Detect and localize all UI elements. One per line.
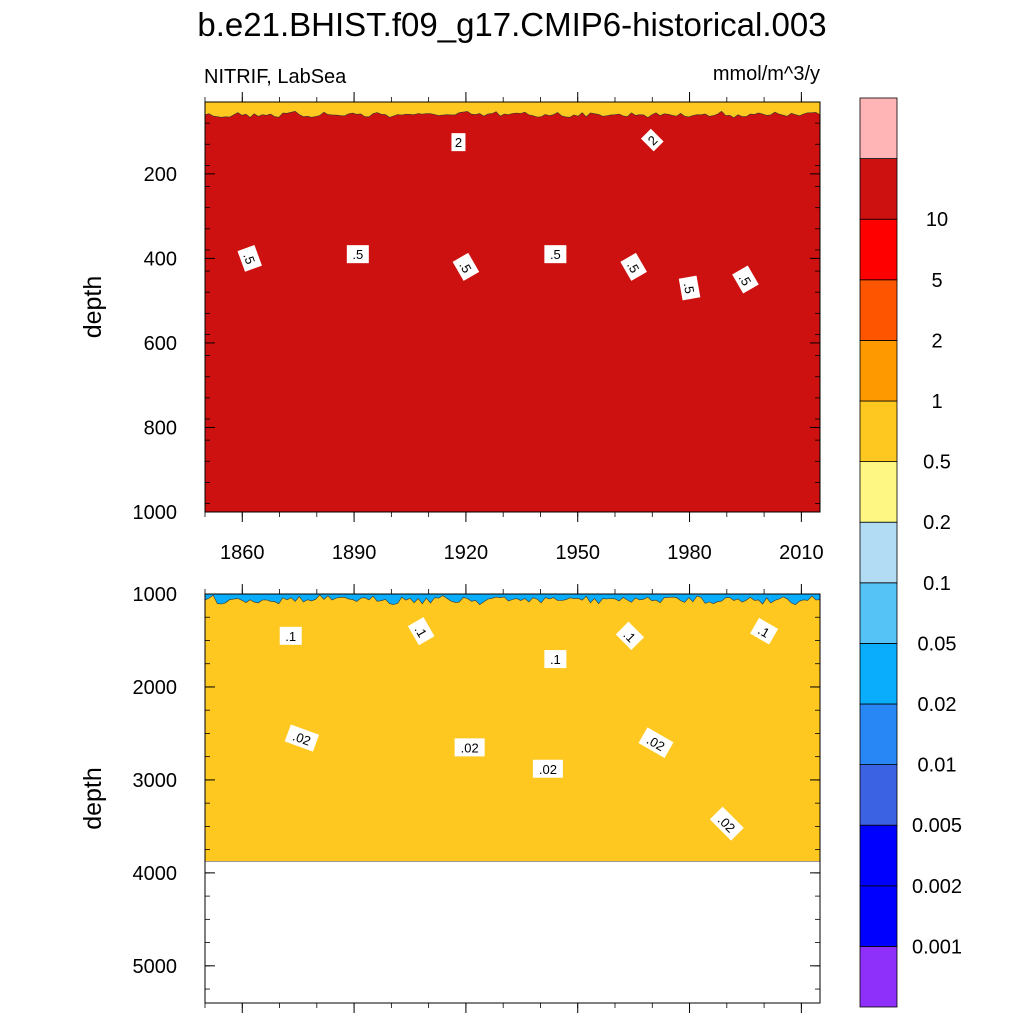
svg-text:.02: .02 [539,762,557,777]
y-tick-label: 5000 [133,956,178,978]
contour-label: .02 [284,724,320,752]
colorbar-label: 0.2 [923,512,951,534]
x-tick-label: 2010 [779,542,824,564]
colorbar-swatch [859,885,898,947]
contour-label: 2 [451,133,466,152]
colorbar-label: 1 [931,391,942,413]
contour-label: .02 [709,806,744,841]
colorbar: 0.001 0.002 0.005 0.01 0.02 0.05 0.1 0.2 0.5 1 2 5 1… [859,97,962,1008]
colorbar-label: 0.001 [912,936,962,958]
contour-label: .1 [279,626,302,645]
plot-frame [204,593,821,1004]
x-tick-label: 1920 [444,542,489,564]
colorbar-swatch [859,582,898,644]
colorbar-label: 0.002 [912,876,962,898]
plot-frame [204,101,821,513]
contour-label: .1 [544,650,567,669]
x-tick-label: 1950 [555,542,600,564]
contour-label: .5 [678,275,701,301]
colorbar-swatch [859,461,898,523]
colorbar-swatch [859,824,898,887]
y-tick-label: 800 [144,417,177,439]
svg-text:.1: .1 [285,629,296,644]
variable-label: NITRIF, LabSea [204,66,347,88]
y-tick-label: 4000 [133,863,178,885]
svg-text:.02: .02 [291,728,313,748]
contour-band [205,594,820,862]
contour-label: .02 [638,727,674,759]
colorbar-label: 10 [926,209,948,231]
colorbar-label: 0.05 [918,633,957,655]
y-tick-label: 200 [144,164,177,186]
x-tick-label: 1980 [667,542,712,564]
contour-label: .5 [732,265,759,294]
contour-label: .1 [750,617,779,645]
chart-title: b.e21.BHIST.f09_g17.CMIP6-historical.003 [197,6,826,43]
contour-label: .5 [620,252,647,281]
y-axis-label: depth [79,276,107,339]
y-tick-label: 2000 [133,677,178,699]
x-tick-label: 1860 [220,542,265,564]
svg-text:.5: .5 [550,247,561,262]
colorbar-label: 0.01 [918,755,957,777]
y-tick-label: 400 [144,248,177,270]
contour-label: .5 [452,252,480,281]
colorbar-swatch [859,218,898,281]
contour-label: .5 [346,245,369,264]
colorbar-swatch [859,521,898,584]
svg-text:.02: .02 [461,740,479,755]
svg-text:.5: .5 [352,247,363,262]
colorbar-swatch [859,400,898,462]
colorbar-swatch [859,339,898,402]
units-label: mmol/m^3/y [713,63,820,85]
colorbar-swatch [859,643,898,705]
contour-label: 2 [640,128,664,152]
colorbar-label: 2 [931,330,942,352]
colorbar-swatch [859,946,898,1008]
contour-label: .1 [407,617,435,646]
y-axis-label: depth [79,767,107,830]
svg-text:2: 2 [455,135,462,150]
lower-panel: .1 .1 .1 .1 .1 .02 .02 .02 .02 .02 1000 2000 3000 400… [79,584,821,1013]
y-tick-label: 3000 [133,770,178,792]
colorbar-label: 0.02 [918,694,957,716]
svg-text:.5: .5 [681,281,698,294]
contour-label: .02 [454,738,485,757]
colorbar-swatch [859,703,898,765]
contour-band [205,110,820,512]
colorbar-swatch [859,158,898,220]
upper-panel: 2 2 .5 .5 .5 .5 .5 .5 .5 200 400 600 800 1000 1860 1890… [79,92,824,564]
colorbar-label: 0.5 [923,452,951,474]
colorbar-label: 0.005 [912,815,962,837]
colorbar-swatch [859,279,898,341]
colorbar-swatch [859,97,898,159]
svg-text:.1: .1 [550,652,561,667]
y-tick-label: 1000 [133,584,178,606]
contour-label: .5 [544,245,567,264]
contour-label: .02 [532,759,563,778]
colorbar-label: 0.1 [923,573,951,595]
y-tick-label: 1000 [133,502,178,524]
colorbar-label: 5 [931,270,942,292]
colorbar-swatch [859,764,898,826]
y-tick-label: 600 [144,333,177,355]
contour-label: .1 [615,621,645,650]
x-tick-label: 1890 [332,542,377,564]
contour-label: .5 [237,244,262,272]
svg-text:.5: .5 [240,251,258,266]
